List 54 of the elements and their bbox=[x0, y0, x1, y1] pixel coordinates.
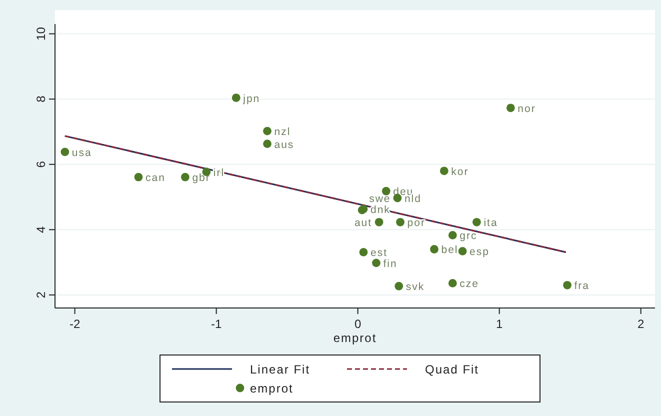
point bbox=[372, 258, 380, 268]
annotation: esp bbox=[470, 246, 490, 258]
point bbox=[382, 186, 390, 196]
point bbox=[563, 280, 572, 290]
point bbox=[263, 140, 272, 148]
point bbox=[448, 231, 457, 240]
point bbox=[396, 218, 404, 226]
x-tick-label: 0 bbox=[354, 317, 362, 331]
annotation: svk bbox=[406, 281, 425, 294]
x-tick-label: 2 bbox=[638, 317, 645, 331]
y-tick-label: 10 bbox=[34, 26, 48, 40]
annotation: kor bbox=[451, 166, 469, 178]
point bbox=[180, 172, 190, 182]
point bbox=[359, 248, 368, 256]
annotation: nor bbox=[518, 102, 536, 115]
x-tick-label: -1 bbox=[210, 317, 222, 331]
x-tick-label: -2 bbox=[69, 317, 80, 331]
point bbox=[232, 94, 240, 102]
x-axis-title: emprot bbox=[333, 331, 377, 345]
legend-label: Quad Fit bbox=[425, 362, 480, 376]
annotation: ita bbox=[484, 217, 498, 230]
annotation: fra bbox=[574, 280, 590, 292]
annotation: nzl bbox=[274, 126, 291, 138]
y-tick-label: 2 bbox=[34, 291, 48, 298]
annotation: jpn bbox=[242, 92, 260, 105]
annotation: aus bbox=[274, 138, 294, 151]
point bbox=[472, 218, 481, 226]
y-tick-label: 6 bbox=[34, 160, 48, 168]
point bbox=[506, 104, 515, 112]
annotation: grc bbox=[460, 230, 478, 242]
annotation: bel bbox=[441, 244, 458, 256]
point bbox=[374, 218, 384, 226]
point bbox=[440, 166, 448, 176]
point bbox=[458, 247, 467, 256]
annotation: gbr bbox=[192, 172, 210, 184]
annotation: fin bbox=[383, 258, 398, 270]
point bbox=[60, 148, 70, 156]
point bbox=[394, 282, 404, 290]
annotation: por bbox=[407, 217, 426, 230]
annotation: usa bbox=[72, 146, 92, 159]
annotation: aut bbox=[354, 217, 372, 230]
y-tick-label: 8 bbox=[34, 95, 48, 102]
point bbox=[448, 278, 457, 288]
annotation: can bbox=[145, 172, 166, 184]
annotation: est bbox=[370, 247, 388, 260]
x-tick-label: 1 bbox=[496, 317, 503, 331]
legend-label: Linear Fit bbox=[250, 362, 310, 376]
point bbox=[430, 245, 438, 254]
annotation: cze bbox=[460, 278, 479, 290]
legend-label: emprot bbox=[250, 382, 294, 396]
point bbox=[263, 126, 272, 136]
annotation: swe bbox=[369, 193, 391, 206]
point bbox=[134, 172, 143, 182]
y-tick-label: 4 bbox=[34, 226, 48, 233]
